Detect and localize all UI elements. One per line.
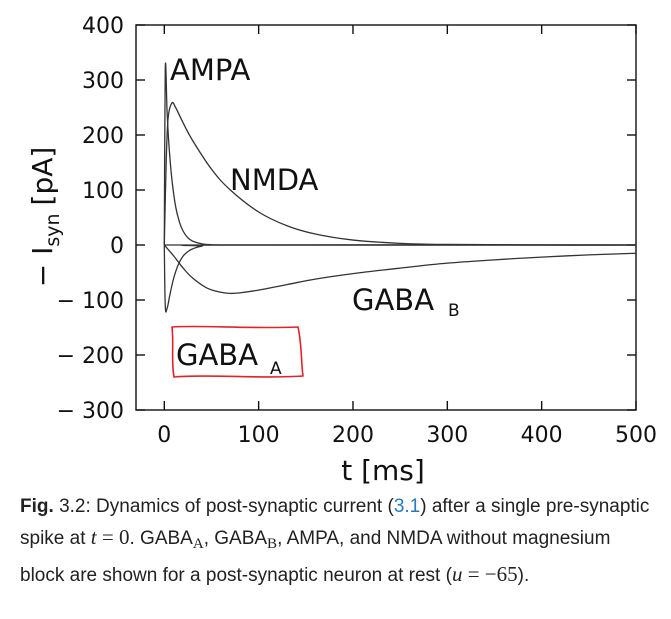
y-axis-prefix: − I [26, 247, 59, 288]
y-tick-label: − 100 [57, 289, 124, 314]
x-tick-label: 200 [332, 423, 374, 448]
chart: 0 100 200 300 400 500 400 300 200 100 0 − 100 − 200 −… [26, 14, 657, 487]
axis-ticks: 0 100 200 300 400 500 400 300 200 100 0 − 100 − 200 −… [57, 14, 657, 448]
y-tick-label: − 200 [57, 344, 124, 369]
sub-b: B [267, 536, 278, 552]
fig-label: Fig. [20, 496, 54, 517]
x-tick-label: 300 [426, 423, 468, 448]
plot-frame [135, 24, 637, 411]
series-line-nmda [163, 101, 637, 246]
y-axis-sub: syn [42, 213, 64, 246]
y-tick-label: − 300 [57, 399, 124, 424]
y-axis-unit: [pA] [26, 147, 59, 206]
fig-number: 3.2: [59, 496, 91, 517]
sub-a: A [192, 536, 204, 552]
x-tick-label: 100 [238, 423, 280, 448]
label-gaba-a: GABA A [176, 338, 282, 379]
x-tick-label: 0 [157, 423, 171, 448]
plot-border [135, 24, 637, 411]
series-line-gaba-b [163, 244, 637, 295]
y-tick-label: 400 [82, 14, 124, 39]
x-tick-label: 500 [615, 423, 657, 448]
label-ampa: AMPA [170, 53, 250, 87]
x-axis-title: t [ms] [341, 454, 425, 487]
label-gaba-a-sub: A [270, 359, 282, 379]
y-tick-label: 0 [110, 234, 124, 259]
caption-text-4: , GABA [203, 528, 268, 549]
label-gaba-a-main: GABA [176, 338, 258, 372]
y-tick-label: 200 [82, 124, 124, 149]
math-eq2: = −65 [467, 562, 518, 586]
y-tick-label: 300 [82, 69, 124, 94]
math-t: t [90, 525, 97, 549]
series-line-gaba-a [163, 244, 637, 313]
math-u: u [451, 562, 463, 586]
caption-text-3: . GABA [129, 528, 193, 549]
y-axis-title: − Isyn [pA] [26, 147, 64, 288]
y-tick-label: 100 [82, 179, 124, 204]
caption-text-5: , AMPA, and NMDA without magnesium block… [20, 528, 611, 586]
label-gaba-b-main: GABA [352, 283, 434, 317]
series-line-ampa [163, 62, 636, 246]
label-gaba-b: GABA B [352, 283, 460, 321]
gaba-a-highlight-box [171, 325, 304, 378]
figure-caption: Fig. 3.2: Dynamics of post-synaptic curr… [20, 492, 660, 591]
label-nmda: NMDA [230, 163, 319, 197]
caption-text-1: Dynamics of post-synaptic current ( [96, 496, 394, 517]
caption-text-6: ). [517, 565, 530, 586]
math-eq: = 0 [101, 525, 130, 549]
label-gaba-b-sub: B [448, 301, 460, 321]
caption-text-2: ) after a single pre-synaptic spike at [20, 496, 650, 549]
x-tick-label: 400 [521, 423, 563, 448]
series-lines [163, 62, 637, 313]
equation-ref-link[interactable]: 3.1 [393, 496, 421, 517]
